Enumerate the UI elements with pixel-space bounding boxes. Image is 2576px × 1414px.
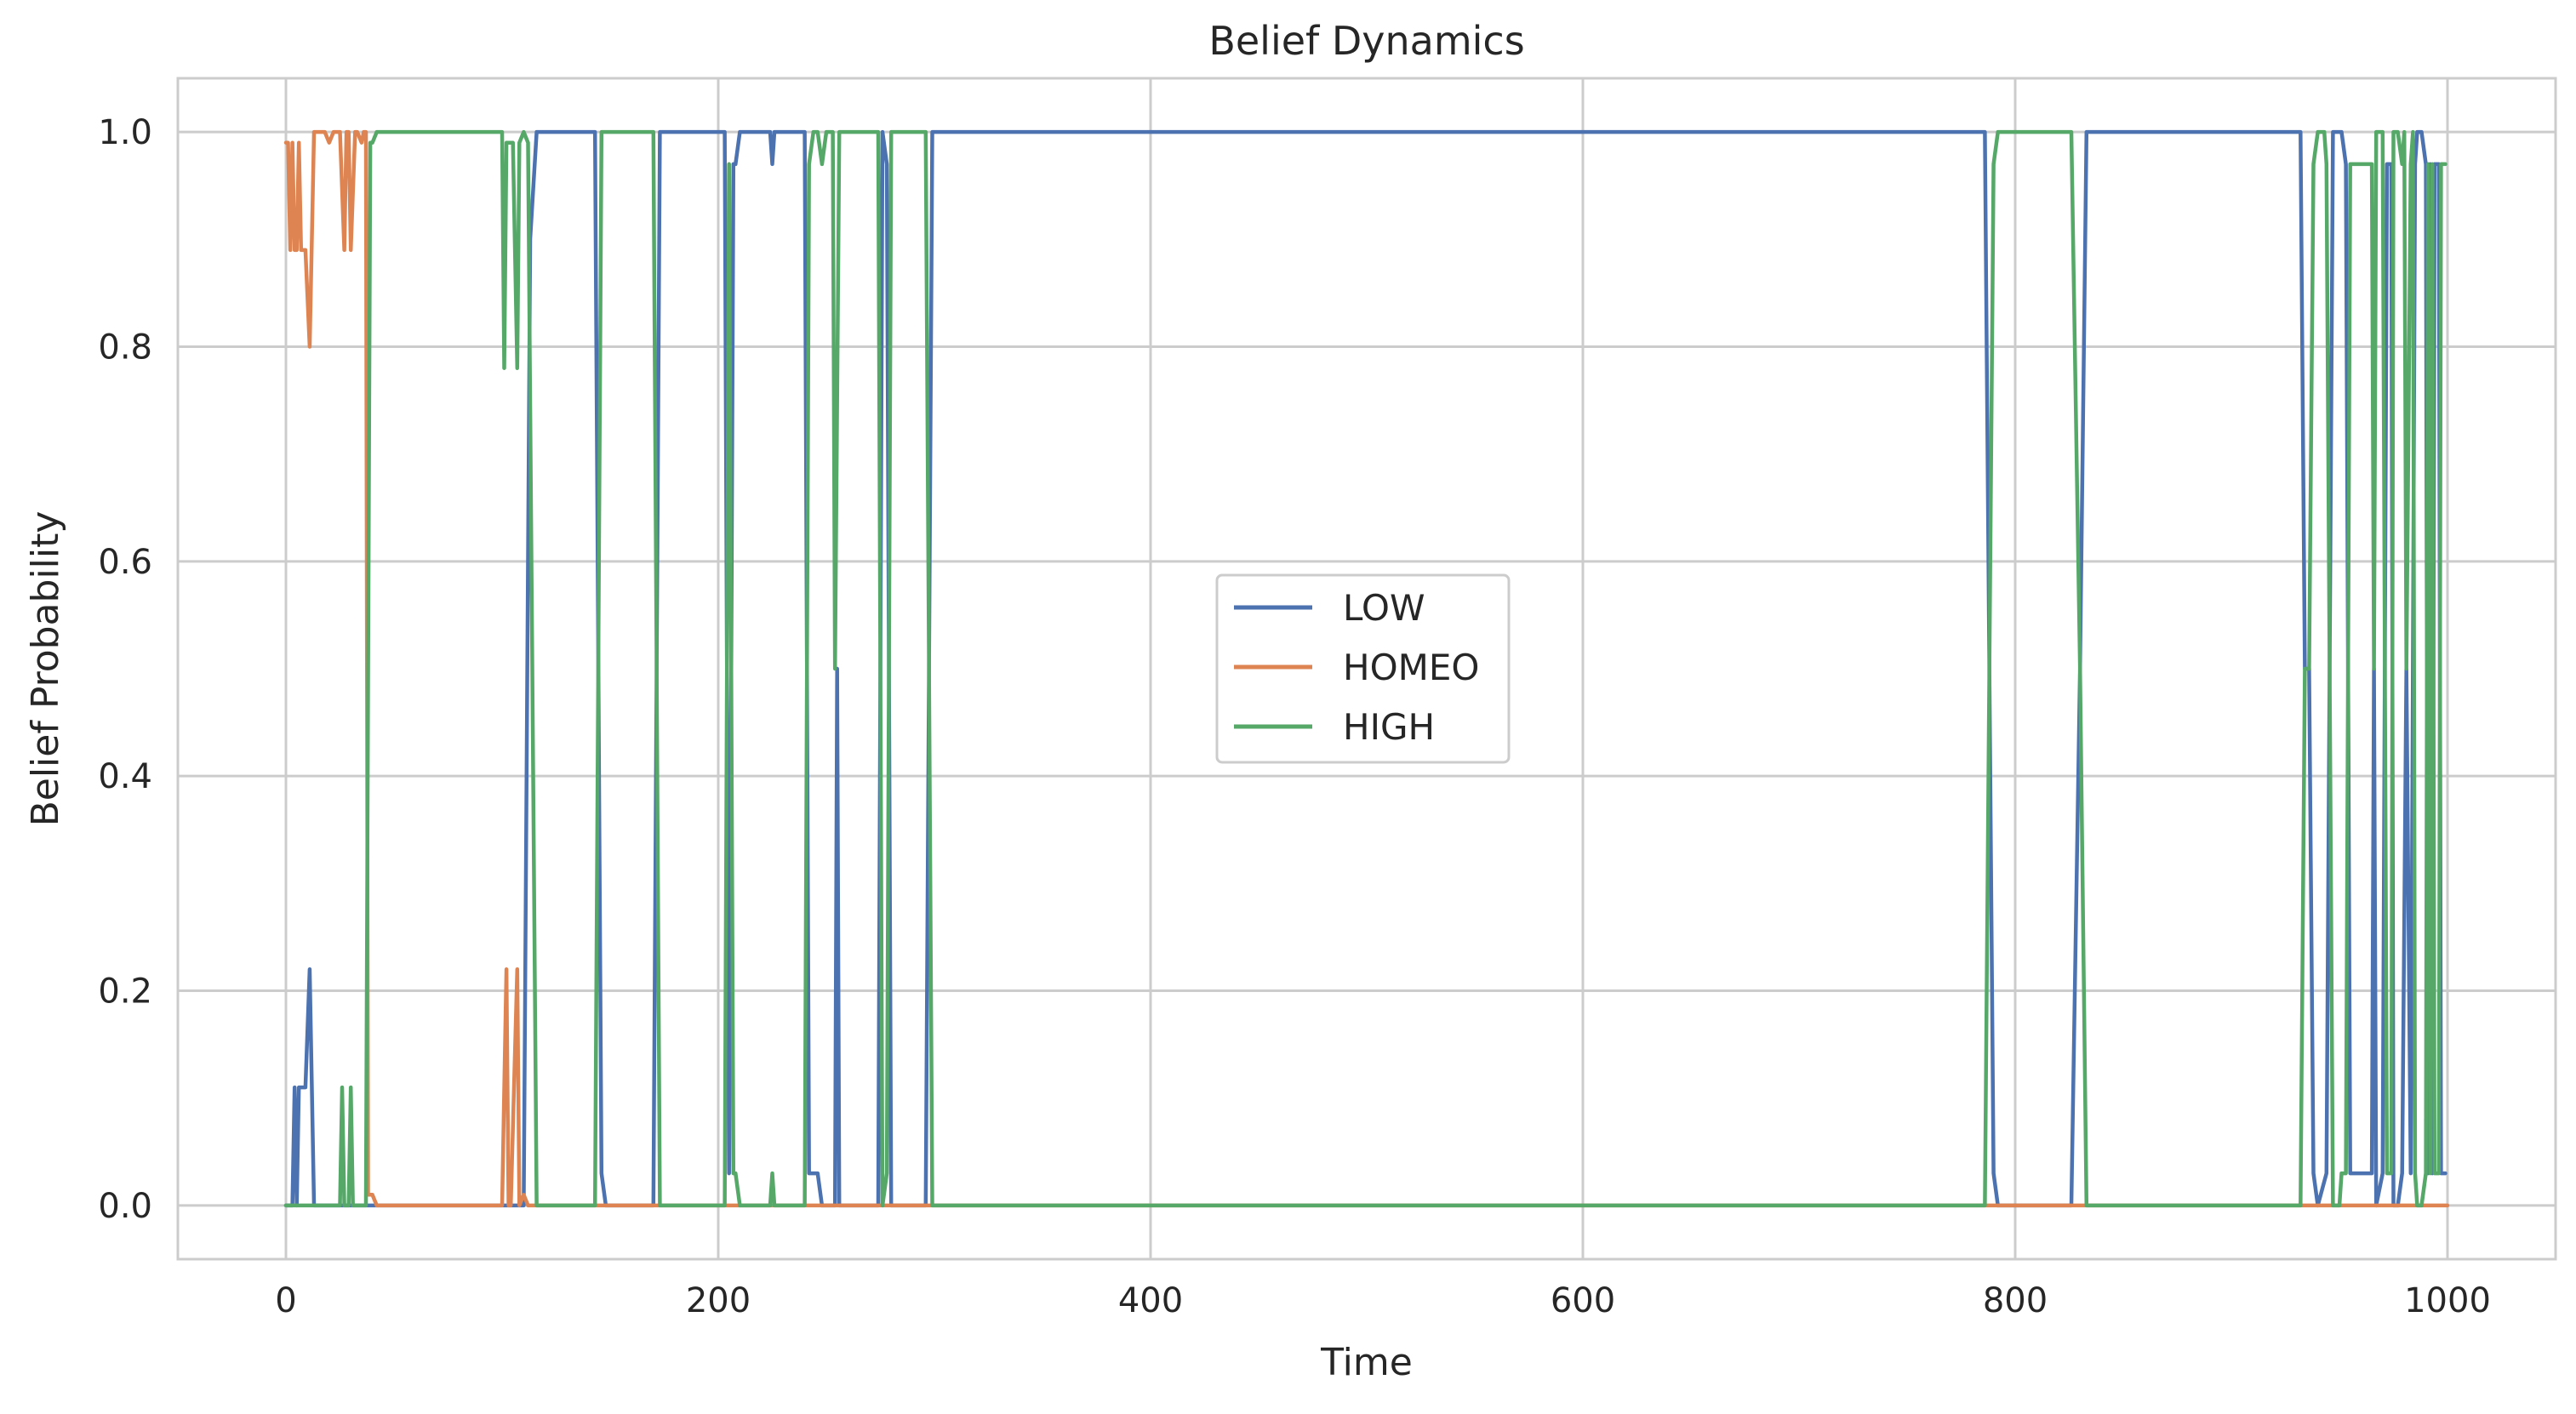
y-tick-label: 0.6 xyxy=(98,543,152,582)
x-tick-label: 600 xyxy=(1551,1281,1615,1320)
chart-title: Belief Dynamics xyxy=(1208,18,1524,64)
y-tick-label: 0.4 xyxy=(98,757,152,796)
legend-box xyxy=(1215,573,1511,764)
legend-label: HIGH xyxy=(1343,706,1435,748)
y-tick-label: 0.0 xyxy=(98,1187,152,1226)
x-tick-label: 0 xyxy=(275,1281,296,1320)
tick-labels: 0 200 400 600 800 1000 0.0 0.2 0.4 0.6 0.8 1.0 xyxy=(98,113,2491,1320)
legend: LOW HOMEO HIGH xyxy=(1215,573,1511,764)
legend-item: HOMEO xyxy=(1234,647,1479,688)
y-tick-label: 1.0 xyxy=(98,113,152,152)
plot-frame xyxy=(176,77,2557,1261)
y-tick-label: 0.2 xyxy=(98,972,152,1012)
series-line-high xyxy=(283,129,2447,1208)
legend-label: LOW xyxy=(1343,587,1425,629)
x-tick-label: 800 xyxy=(1983,1281,2048,1320)
y-tick-label: 0.8 xyxy=(98,328,152,367)
series-line-homeo xyxy=(283,129,2450,1208)
x-tick-label: 1000 xyxy=(2404,1281,2491,1320)
legend-label: HOMEO xyxy=(1343,647,1479,688)
legend-item: LOW xyxy=(1234,587,1425,629)
legend-item: HIGH xyxy=(1234,706,1435,748)
series-layer xyxy=(283,129,2450,1208)
x-tick-label: 200 xyxy=(686,1281,751,1320)
x-axis-title: Time xyxy=(1320,1341,1413,1384)
x-tick-label: 400 xyxy=(1118,1281,1183,1320)
y-axis-title: Belief Probability xyxy=(24,511,67,827)
